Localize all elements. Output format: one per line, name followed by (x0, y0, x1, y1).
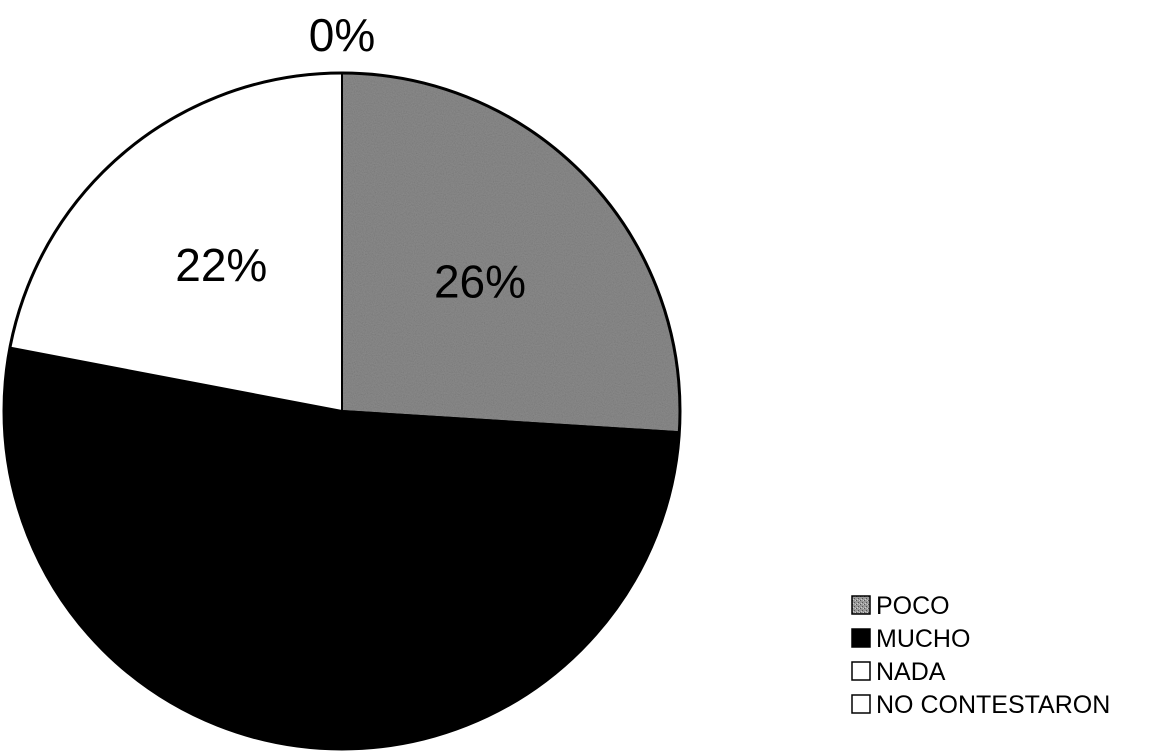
legend-swatch-no-contestaron (851, 694, 871, 714)
pie-outline (2, 71, 682, 751)
data-label-no-contestaron: 0% (309, 9, 375, 61)
legend-swatch-nada (851, 661, 871, 681)
pie-slices (2, 71, 682, 751)
data-label-nada: 22% (175, 239, 267, 291)
pie-data-labels: 26% 22% 0% (175, 9, 526, 307)
legend: POCO MUCHO NADA NO CONTESTARON (851, 592, 1110, 719)
legend-label-nada: NADA (876, 658, 946, 686)
legend-label-poco: POCO (876, 592, 950, 620)
data-label-poco: 26% (434, 255, 526, 307)
legend-swatch-mucho (851, 628, 871, 648)
legend-label-mucho: MUCHO (876, 625, 970, 653)
legend-label-no-contestaron: NO CONTESTARON (876, 691, 1110, 719)
pie-slice-poco (341, 71, 681, 434)
legend-swatch-poco (851, 595, 871, 615)
